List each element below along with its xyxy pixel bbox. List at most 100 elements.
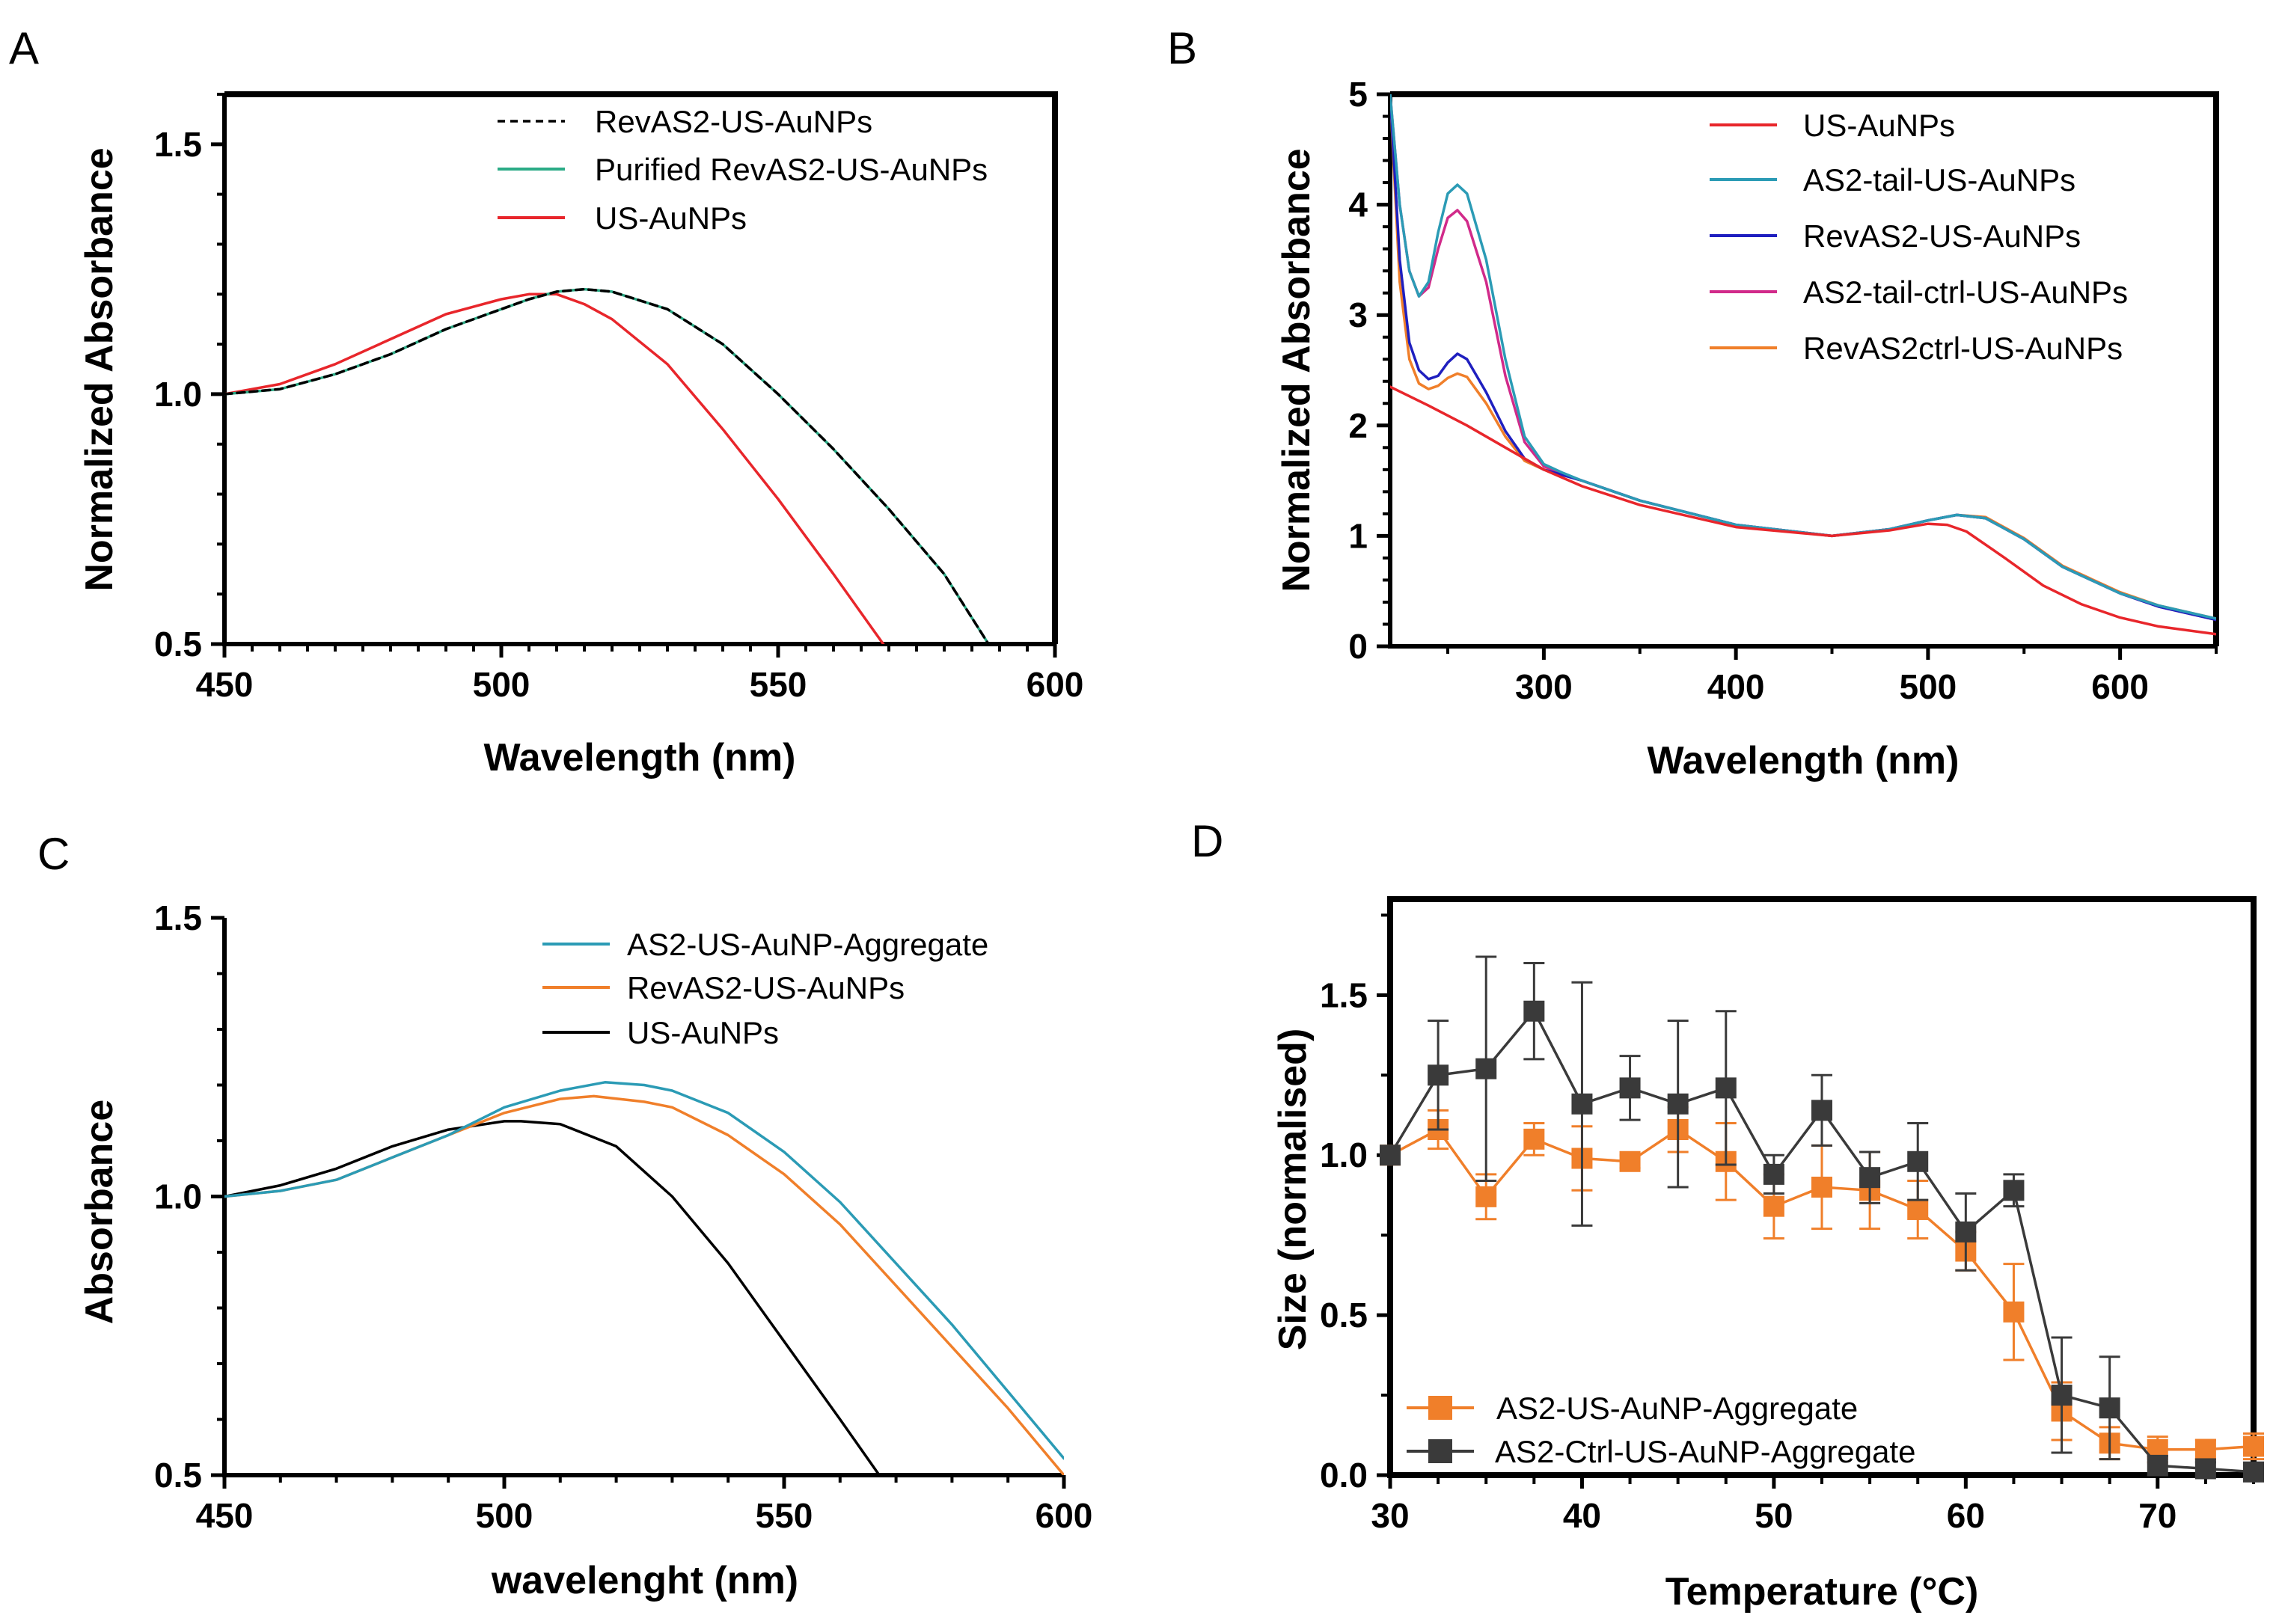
legend-label: RevAS2-US-AuNPs bbox=[1803, 218, 2081, 254]
y-axis-title: Size (normalised) bbox=[1271, 1029, 1315, 1351]
data-point bbox=[2003, 1180, 2025, 1201]
data-point bbox=[1763, 1163, 1784, 1185]
y-tick-label: 1.0 bbox=[154, 375, 202, 414]
plot-frame bbox=[224, 91, 1058, 644]
y-tick-label: 0.5 bbox=[1320, 1296, 1368, 1335]
x-axis-title: Wavelength (nm) bbox=[484, 736, 796, 779]
x-tick-label: 500 bbox=[1900, 667, 1957, 706]
legend-label: RevAS2-US-AuNPs bbox=[595, 104, 872, 139]
data-point bbox=[2243, 1435, 2264, 1457]
x-tick-label: 600 bbox=[2091, 667, 2149, 706]
y-tick-label: 1.0 bbox=[154, 1177, 202, 1216]
data-point bbox=[2243, 1461, 2264, 1483]
minor-ticks bbox=[217, 93, 1029, 652]
minor-ticks bbox=[1383, 114, 2218, 654]
series-line bbox=[224, 287, 990, 644]
legend-marker bbox=[1428, 1396, 1452, 1420]
plot-area bbox=[224, 287, 990, 644]
panel-c: C 450 500 550 600 0.5 1.0 1.5 wavelenght (nm)… bbox=[37, 829, 1092, 1602]
data-point bbox=[1907, 1198, 1929, 1220]
x-tick-label: 70 bbox=[2138, 1496, 2176, 1535]
data-point bbox=[1715, 1077, 1737, 1099]
legend: US-AuNPs AS2-tail-US-AuNPs RevAS2-US-AuN… bbox=[1710, 108, 2128, 366]
panel-letter: C bbox=[37, 829, 70, 879]
legend-label: RevAS2-US-AuNPs bbox=[627, 970, 905, 1005]
x-tick-label: 500 bbox=[473, 665, 530, 704]
x-ticks: 450 500 550 600 bbox=[196, 644, 1084, 704]
x-tick-label: 450 bbox=[196, 665, 254, 704]
x-axis-title: Temperature (°C) bbox=[1665, 1570, 1979, 1614]
x-tick-label: 500 bbox=[476, 1496, 533, 1535]
y-tick-label: 0.5 bbox=[154, 625, 202, 664]
data-point bbox=[1380, 1145, 1401, 1166]
data-point bbox=[1907, 1150, 1929, 1172]
data-point bbox=[2194, 1438, 2216, 1460]
panel-letter: B bbox=[1167, 23, 1197, 73]
x-tick-label: 50 bbox=[1755, 1496, 1793, 1535]
legend-marker bbox=[1428, 1439, 1452, 1463]
y-ticks: 0 1 2 3 4 5 bbox=[1348, 75, 1390, 666]
data-point bbox=[1955, 1221, 1977, 1242]
y-tick-label: 0.5 bbox=[154, 1456, 202, 1495]
x-tick-label: 600 bbox=[1027, 665, 1084, 704]
y-tick-label: 1.5 bbox=[154, 125, 202, 164]
legend-label: US-AuNPs bbox=[1803, 108, 1955, 143]
data-point bbox=[1667, 1093, 1689, 1115]
x-tick-label: 450 bbox=[196, 1496, 254, 1535]
plot-area bbox=[1390, 94, 2216, 636]
x-tick-label: 550 bbox=[756, 1496, 813, 1535]
x-tick-label: 60 bbox=[1947, 1496, 1985, 1535]
series-line bbox=[224, 292, 885, 644]
data-point bbox=[1475, 1186, 1497, 1207]
data-point bbox=[1811, 1177, 1832, 1198]
series-line bbox=[224, 1120, 881, 1475]
panel-b: B 300 400 500 600 0 1 2 3 4 5 Wavelength (nm) No… bbox=[1167, 23, 2219, 782]
plot-frame bbox=[1390, 91, 2219, 646]
data-point bbox=[1811, 1100, 1832, 1121]
data-point bbox=[1763, 1195, 1784, 1217]
y-ticks: 0.0 0.5 1.0 1.5 bbox=[1320, 913, 1390, 1495]
legend-label: AS2-Ctrl-US-AuNP-Aggregate bbox=[1495, 1434, 1916, 1469]
legend: AS2-US-AuNP-Aggregate AS2-Ctrl-US-AuNP-A… bbox=[1407, 1391, 1916, 1469]
legend-label: AS2-tail-ctrl-US-AuNPs bbox=[1803, 275, 2128, 310]
data-point bbox=[2003, 1301, 2025, 1323]
data-point bbox=[2099, 1397, 2120, 1419]
y-tick-label: 1 bbox=[1348, 516, 1368, 555]
series-line bbox=[224, 1081, 1064, 1460]
series-line bbox=[1390, 94, 2216, 620]
minor-ticks bbox=[217, 972, 1010, 1483]
legend: AS2-US-AuNP-Aggregate RevAS2-US-AuNPs US… bbox=[542, 927, 988, 1050]
x-tick-label: 30 bbox=[1371, 1496, 1409, 1535]
y-tick-label: 4 bbox=[1348, 186, 1368, 224]
x-ticks: 300 400 500 600 bbox=[1515, 646, 2149, 706]
y-tick-label: 5 bbox=[1348, 75, 1368, 114]
panel-letter: D bbox=[1191, 816, 1223, 866]
series-line bbox=[224, 1094, 1064, 1475]
data-point bbox=[1428, 1064, 1449, 1086]
y-tick-label: 0 bbox=[1348, 627, 1368, 666]
legend-label: Purified RevAS2-US-AuNPs bbox=[595, 152, 988, 187]
data-point bbox=[1475, 1058, 1497, 1079]
x-ticks: 30 40 50 60 70 bbox=[1371, 1475, 2255, 1535]
legend-label: AS2-tail-US-AuNPs bbox=[1803, 162, 2075, 197]
data-point bbox=[2147, 1455, 2168, 1477]
y-tick-label: 2 bbox=[1348, 406, 1368, 445]
data-point bbox=[2051, 1385, 2072, 1406]
y-axis-title: Absorbance bbox=[78, 1100, 121, 1325]
x-axis-title: wavelenght (nm) bbox=[491, 1559, 798, 1602]
y-tick-label: 1.5 bbox=[154, 898, 202, 937]
y-axis-title: Normalized Absorbance bbox=[78, 147, 121, 591]
data-point bbox=[1619, 1077, 1641, 1099]
y-tick-label: 1.5 bbox=[1320, 975, 1368, 1014]
data-point bbox=[1859, 1167, 1881, 1189]
data-point bbox=[1523, 1128, 1545, 1150]
data-point bbox=[1523, 1000, 1545, 1022]
panel-a: A 450 500 550 600 0.5 1.0 1.5 Wavelength (nm)… bbox=[9, 23, 1083, 779]
data-point bbox=[1619, 1150, 1641, 1172]
panel-letter: A bbox=[9, 23, 39, 73]
x-ticks: 450 500 550 600 bbox=[196, 1475, 1092, 1535]
legend-label: AS2-US-AuNP-Aggregate bbox=[627, 927, 988, 962]
x-tick-label: 550 bbox=[750, 665, 807, 704]
x-axis-title: Wavelength (nm) bbox=[1648, 739, 1960, 782]
